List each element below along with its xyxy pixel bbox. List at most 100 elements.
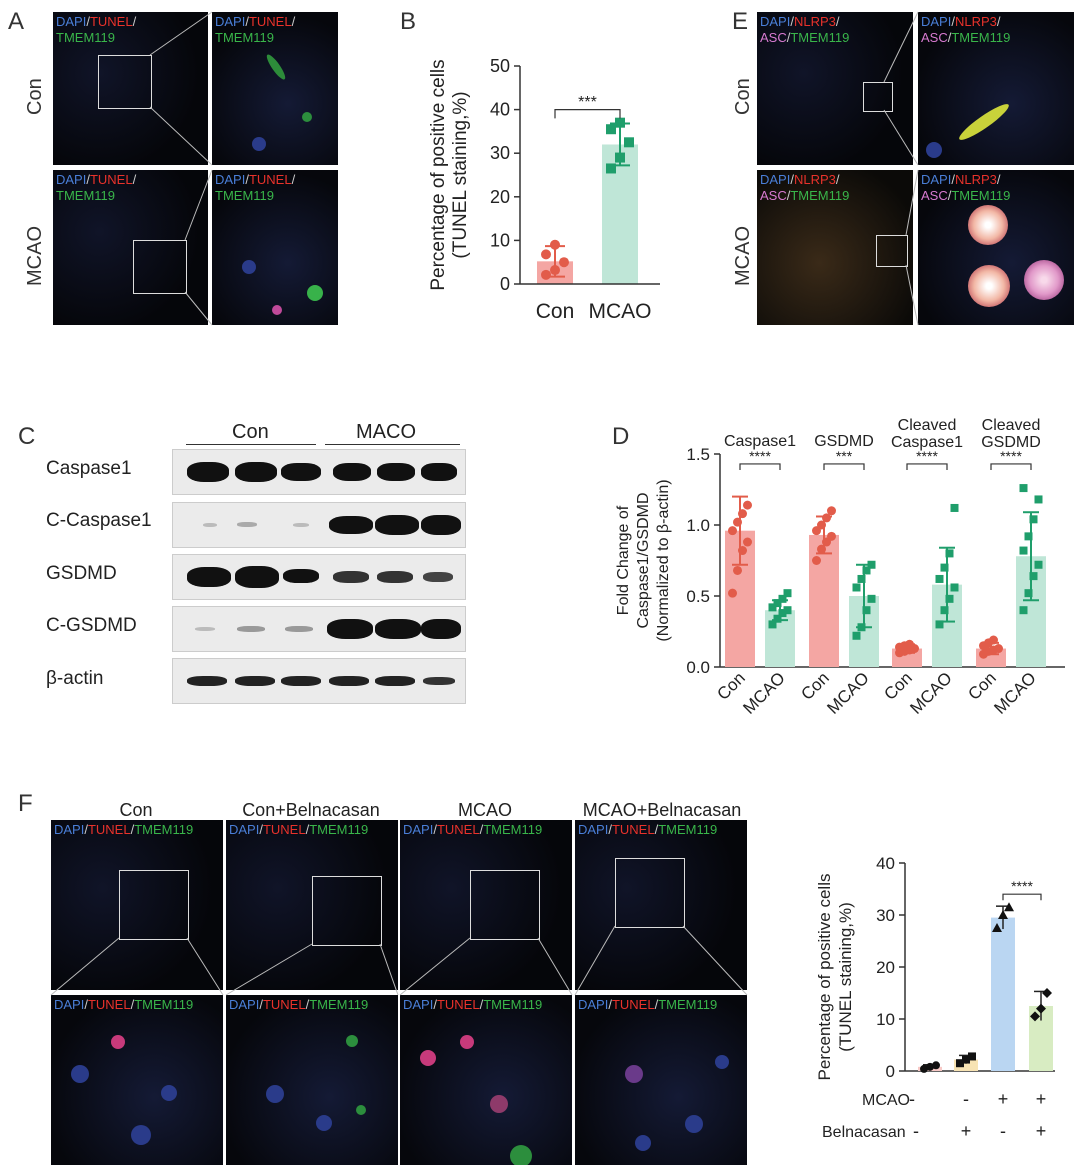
data-point <box>940 563 949 572</box>
chart-d: 0.0 0.5 1.0 1.5 Fold Change of Caspase1/GSDMD… <box>615 417 1065 718</box>
zoom-box <box>876 235 908 267</box>
col-label-con-belnacasan: Con+Belnacasan <box>242 800 380 820</box>
significance-bracket <box>1002 893 1042 901</box>
data-point <box>1036 1003 1046 1014</box>
micrograph-a-con-overview: DAPI/TUNEL/ TMEM119 <box>53 12 208 165</box>
data-point <box>615 117 625 128</box>
y-tick-label: 20 <box>490 187 510 207</box>
y-tick-label: 40 <box>490 100 510 120</box>
blot-caspase1 <box>172 449 466 495</box>
significance-label: *** <box>836 448 853 464</box>
micrograph-e-con-overview: DAPI/NLRP3/ ASC/TMEM119 <box>757 12 913 165</box>
blot-beta-actin <box>172 658 466 704</box>
data-point <box>862 566 871 575</box>
group-title: GSDMD <box>814 433 874 450</box>
data-point <box>541 249 551 260</box>
micrograph-f-overview-4: DAPI/TUNEL/TMEM119 <box>575 820 747 990</box>
y-tick-label: 1.5 <box>686 445 710 464</box>
data-point <box>624 137 634 148</box>
data-point <box>743 537 752 547</box>
data-point <box>950 583 959 592</box>
col-label-mcao: MCAO <box>458 800 512 820</box>
data-point <box>812 556 821 565</box>
data-point <box>998 910 1008 919</box>
x-tick-label: Con <box>797 668 832 703</box>
data-point <box>1029 572 1038 581</box>
data-point <box>862 606 871 615</box>
y-tick-label: 20 <box>876 958 895 977</box>
significance-label: **** <box>1011 878 1033 894</box>
data-point <box>1019 546 1028 555</box>
y-tick-label: 0.0 <box>686 658 710 677</box>
group-title: Cleaved <box>898 417 957 434</box>
data-point <box>857 574 866 583</box>
y-tick-label: 10 <box>876 1010 895 1029</box>
group-label-maco: MACO <box>356 421 416 443</box>
micrograph-f-overview-2: DAPI/TUNEL/TMEM119 <box>226 820 398 990</box>
data-point <box>1024 532 1033 541</box>
y-tick-label: 1.0 <box>686 516 710 535</box>
micrograph-f-overview-1: DAPI/TUNEL/TMEM119 <box>51 820 223 990</box>
data-point <box>773 614 782 623</box>
micrograph-a-mcao-overview: DAPI/TUNEL/ TMEM119 <box>53 170 208 325</box>
belna-sign: - <box>913 1121 919 1141</box>
zoom-lines-a <box>149 11 213 326</box>
panel-label-b: B <box>400 8 417 35</box>
panel-label-c: C <box>18 423 36 450</box>
data-point <box>1019 606 1028 615</box>
y-tick-label: 0 <box>886 1062 895 1081</box>
data-point <box>783 589 792 598</box>
data-point <box>857 623 866 632</box>
blot-label-beta-actin: β-actin <box>46 668 104 689</box>
x-tick-label: Con <box>880 668 915 703</box>
significance-bracket <box>990 463 1032 470</box>
data-point <box>1004 902 1014 912</box>
data-point <box>1019 484 1028 493</box>
x-tick-label: MCAO <box>823 668 872 717</box>
data-point <box>867 594 876 603</box>
data-point <box>992 923 1002 932</box>
belna-sign: - <box>1000 1121 1006 1141</box>
data-point <box>852 583 861 592</box>
chart-f: 0 10 20 30 40 Percentage of positive cells (TU… <box>815 854 1055 1141</box>
mcao-sign: + <box>998 1089 1009 1109</box>
data-point <box>940 606 949 615</box>
significance-label: **** <box>1000 448 1022 464</box>
data-point <box>559 257 569 268</box>
x-tick-label: MCAO <box>906 668 955 717</box>
significance-bracket <box>823 463 865 470</box>
blot-c-caspase1 <box>172 502 466 548</box>
micrograph-f-overview-3: DAPI/TUNEL/TMEM119 <box>400 820 572 990</box>
data-point <box>817 520 826 530</box>
data-point <box>606 124 616 135</box>
data-point <box>827 506 836 516</box>
bar <box>954 1059 978 1071</box>
panel-label-f: F <box>18 790 33 817</box>
y-tick-label: 30 <box>876 906 895 925</box>
data-point <box>956 1059 964 1068</box>
significance-bracket <box>554 109 621 119</box>
panel-label-a: A <box>8 8 25 35</box>
belna-sign: + <box>961 1121 972 1141</box>
significance-label: **** <box>749 448 771 464</box>
data-point <box>932 1061 940 1070</box>
x-tick-label: MCAO <box>990 668 1039 717</box>
zoom-box <box>312 876 382 946</box>
bar <box>809 534 839 667</box>
row-label-mcao: MCAO <box>862 1092 910 1109</box>
data-point <box>1034 560 1043 569</box>
data-point <box>783 606 792 615</box>
col-label-con: Con <box>119 800 153 820</box>
data-point <box>1034 495 1043 504</box>
data-point <box>905 639 914 649</box>
data-point <box>935 574 944 583</box>
data-point <box>994 644 1003 654</box>
blot-label-gsdmd: GSDMD <box>46 563 117 584</box>
data-point <box>935 620 944 629</box>
y-tick-label: 30 <box>490 143 510 163</box>
y-axis-label: Percentage of positive cells(TUNEL stain… <box>428 59 471 290</box>
x-tick-label: Con <box>536 300 575 323</box>
y-axis-label: Percentage of positive cells(TUNEL stain… <box>815 874 855 1081</box>
micrograph-a-mcao-zoom: DAPI/TUNEL/ TMEM119 <box>212 170 338 325</box>
panel-label-e: E <box>732 8 749 35</box>
